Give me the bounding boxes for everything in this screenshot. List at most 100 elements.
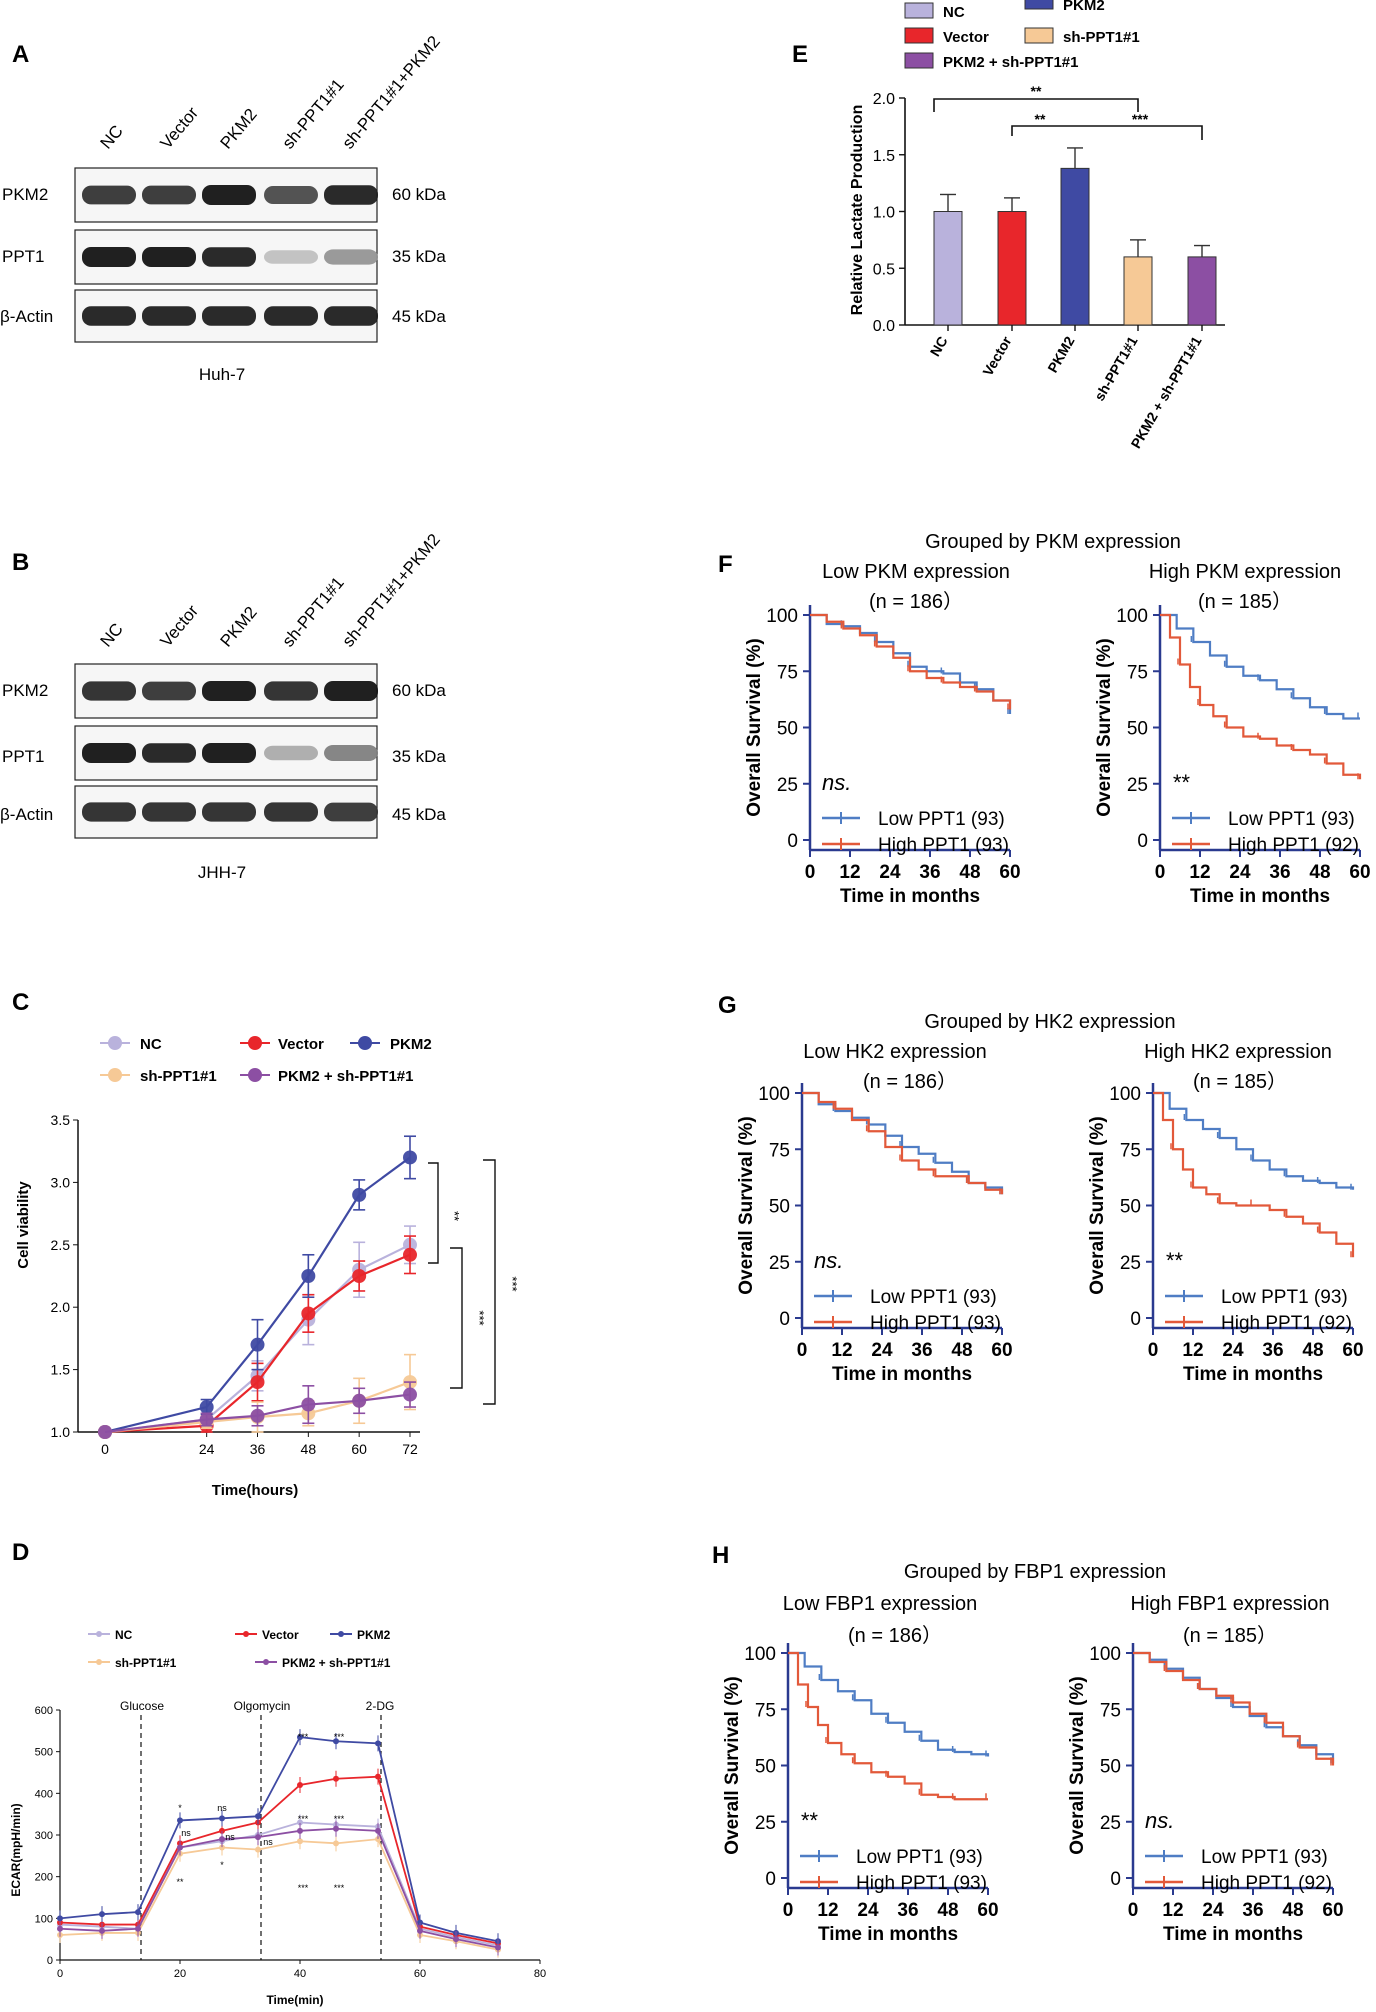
panel-a-lane-labels: NC Vector PKM2 sh-PPT1#1 sh-PPT1#1+PKM2 <box>97 32 444 152</box>
data-point <box>255 1834 261 1841</box>
data-point <box>301 1397 316 1412</box>
x-tick-label: 36 <box>897 1900 918 1921</box>
panel-e: E NC PKM2 Vector sh-PPT1#1 PKM2 + sh-PPT… <box>792 0 1225 451</box>
legend-label: PKM2 + sh-PPT1#1 <box>278 1068 413 1085</box>
y-tick-label: 100 <box>1116 606 1148 627</box>
survival-curve-high <box>788 1651 988 1801</box>
legend-label-low: Low PPT1 (93) <box>1228 809 1355 830</box>
legend-swatch-nc <box>904 2 934 19</box>
blot-band <box>82 681 136 701</box>
bar <box>997 211 1027 326</box>
x-tick-label: 24 <box>857 1900 879 1921</box>
lane-label: sh-PPT1#1 <box>279 75 348 152</box>
blot-band <box>264 745 318 761</box>
legend-label: sh-PPT1#1 <box>140 1068 217 1085</box>
y-tick-label: 0 <box>1110 1869 1121 1890</box>
kda-label: 45 kDa <box>392 805 446 824</box>
y-tick-label: 600 <box>35 1705 53 1717</box>
km-subtitle: High FBP1 expression <box>1131 1593 1330 1615</box>
panel-d-legend: NC Vector PKM2 sh-PPT1#1 PKM2 + sh-PPT1#… <box>88 1628 391 1670</box>
sig-mark: *** <box>298 1883 309 1893</box>
y-tick-label: 3.5 <box>51 1112 71 1128</box>
x-tick-label: 0 <box>1148 1340 1159 1361</box>
blot-band <box>142 185 196 205</box>
km-plot: 0 25 50 75 100 0 12 24 36 48 60 Time in months Overa… <box>736 1083 1013 1385</box>
survival-curve-high <box>1160 613 1362 780</box>
y-axis-title: ECAR(mpH/min) <box>9 1803 23 1896</box>
lane-label: NC <box>97 620 127 651</box>
sig-mark: * <box>178 1803 182 1813</box>
x-tick-label: 60 <box>1349 862 1370 883</box>
data-point <box>403 1150 417 1165</box>
blot-band <box>202 247 256 267</box>
y-tick-label: 50 <box>1127 719 1148 740</box>
data-point <box>297 1827 303 1834</box>
legend-label-high: High PPT1 (92) <box>1228 835 1359 856</box>
bar <box>1187 256 1217 326</box>
y-axis-title: Overall Survival (%) <box>1067 1676 1088 1854</box>
lane-label: sh-PPT1#1+PKM2 <box>339 32 444 152</box>
y-tick-label: 1.5 <box>51 1362 71 1378</box>
significance-label: ns. <box>1145 1808 1174 1833</box>
data-point <box>199 1400 214 1415</box>
data-point <box>333 1738 339 1745</box>
kda-label: 60 kDa <box>392 681 446 700</box>
data-point <box>352 1187 367 1202</box>
panel-b-blot <box>74 663 378 839</box>
y-tick-label: 100 <box>758 1084 790 1105</box>
data-point <box>297 1838 303 1845</box>
y-tick-label: 25 <box>755 1813 776 1834</box>
data-point <box>333 1775 339 1782</box>
x-tick-label: 24 <box>871 1340 893 1361</box>
y-tick-label: 100 <box>1089 1644 1121 1665</box>
panel-a: A NC Vector PKM2 sh-PPT1#1 sh-PPT1#1+PKM… <box>0 32 446 384</box>
x-tick-label: 48 <box>959 862 980 883</box>
significance-label: ** <box>1172 770 1191 795</box>
panel-c-plot: 1.0 1.5 2.0 2.5 3.0 3.5 0 24 36 48 60 72 <box>51 1112 420 1457</box>
y-tick-label: 75 <box>1127 662 1148 683</box>
survival-curve-low <box>1160 613 1360 720</box>
blot-band <box>142 802 196 822</box>
km-subtitle: High HK2 expression <box>1144 1041 1332 1063</box>
legend-marker-vector <box>248 1036 262 1050</box>
y-tick-label: 2.0 <box>873 91 895 108</box>
legend-label: PKM2 + sh-PPT1#1 <box>943 54 1078 71</box>
x-tick-label: 12 <box>1182 1340 1203 1361</box>
legend-marker-nc <box>96 1631 102 1637</box>
sig-mark: *** <box>505 1276 520 1291</box>
data-point <box>219 1836 225 1843</box>
annotation-2dg: 2-DG <box>366 1699 395 1713</box>
row-label: PPT1 <box>2 247 45 266</box>
y-tick-label: 100 <box>766 606 798 627</box>
y-tick-label: 0 <box>1130 1309 1141 1330</box>
row-label: β-Actin <box>0 805 53 824</box>
sig-mark: ns <box>225 1832 235 1842</box>
bracket <box>450 1247 463 1389</box>
lane-label: sh-PPT1#1+PKM2 <box>339 530 444 650</box>
category-label: sh-PPT1#1 <box>1091 333 1141 403</box>
row-label: PKM2 <box>2 681 48 700</box>
km-n: (n = 186） <box>863 1070 957 1093</box>
y-tick-label: 0 <box>47 1955 53 1967</box>
km-n: (n = 186） <box>848 1624 942 1647</box>
legend-label-high: High PPT1 (93) <box>878 835 1009 856</box>
data-point <box>177 1817 183 1824</box>
data-point <box>417 1927 423 1934</box>
kda-label: 35 kDa <box>392 747 446 766</box>
data-point <box>297 1782 303 1788</box>
sig-mark: ** <box>176 1877 184 1887</box>
data-point <box>255 1846 261 1853</box>
category-label: NC <box>927 334 951 360</box>
km-subtitle: Low PKM expression <box>822 561 1010 583</box>
legend-label: PKM2 <box>390 1036 432 1053</box>
significance-label: ** <box>800 1808 819 1833</box>
blot-band <box>264 306 318 326</box>
data-point <box>255 1813 261 1820</box>
row-label: PKM2 <box>2 185 48 204</box>
y-tick-label: 1.0 <box>873 205 895 222</box>
x-axis-title: Time(min) <box>266 1993 323 2007</box>
panel-g-letter: G <box>718 992 737 1019</box>
y-axis-title: Cell viability <box>15 1181 32 1269</box>
panel-c: C NC Vector PKM2 sh-PPT1#1 PKM2 + sh-PPT… <box>12 989 520 1499</box>
bracket <box>1075 125 1203 140</box>
